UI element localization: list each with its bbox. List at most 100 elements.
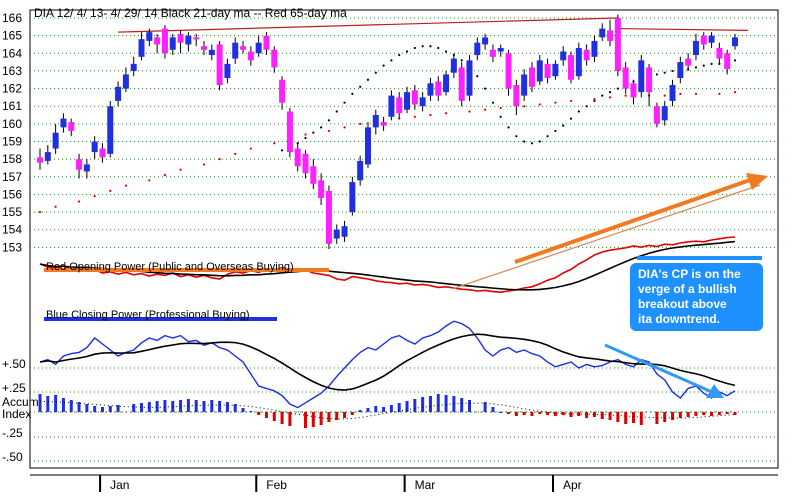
accum-bar-negative bbox=[725, 412, 729, 414]
candle-up bbox=[419, 97, 426, 107]
accum-bar-negative bbox=[678, 412, 682, 418]
candle-down bbox=[489, 49, 496, 57]
accum-bar-positive bbox=[155, 401, 159, 412]
ma65-point bbox=[499, 106, 502, 110]
ma21-point bbox=[359, 85, 362, 88]
candle-down bbox=[177, 33, 184, 43]
ma21-point bbox=[562, 124, 565, 127]
price-tick-label: 164 bbox=[2, 46, 22, 60]
x-tick-labels: Jan Feb Mar Apr bbox=[30, 474, 778, 492]
accum-bar-negative bbox=[569, 412, 573, 417]
indicator-tick-label: -.25 bbox=[2, 426, 23, 440]
candle-up bbox=[466, 60, 473, 96]
accum-bar-positive bbox=[374, 406, 378, 412]
x-tick-label: Mar bbox=[415, 478, 436, 492]
accum-bar-negative bbox=[350, 412, 354, 415]
ma65-point bbox=[538, 103, 541, 106]
resistance-line bbox=[118, 17, 618, 33]
ma21-point bbox=[710, 62, 713, 65]
candle-up bbox=[521, 74, 528, 96]
accum-bar-positive bbox=[436, 394, 440, 412]
annotation-line: breakout above bbox=[638, 297, 727, 311]
accum-bar-negative bbox=[702, 412, 706, 415]
accum-bar-positive bbox=[140, 403, 144, 412]
accum-bar-positive bbox=[249, 411, 253, 412]
candle-up bbox=[677, 62, 684, 78]
ma21-point bbox=[655, 73, 659, 76]
price-tick-label: 160 bbox=[2, 117, 22, 131]
candle-up bbox=[497, 47, 504, 52]
accum-bar-positive bbox=[194, 400, 198, 412]
ma65-point bbox=[77, 200, 81, 203]
indicator-tick-label: +.25 bbox=[2, 381, 26, 395]
accum-bar-positive bbox=[225, 402, 229, 412]
accum-bar-positive bbox=[405, 401, 409, 412]
closing-power-line bbox=[39, 320, 736, 409]
candle-up bbox=[52, 132, 59, 149]
candle-down bbox=[568, 55, 575, 80]
candle-down bbox=[99, 148, 106, 158]
ma65-point bbox=[304, 133, 307, 136]
candle-down bbox=[247, 51, 254, 61]
accum-bar-positive bbox=[467, 400, 471, 412]
opening-power-ma bbox=[39, 240, 736, 291]
ma21-point bbox=[694, 66, 698, 69]
ma21-point bbox=[538, 140, 541, 143]
candle-down bbox=[193, 37, 200, 40]
closing-power-panel bbox=[39, 320, 736, 409]
op-label-underline bbox=[44, 268, 329, 272]
ma21-point bbox=[530, 142, 534, 145]
trend-line-thin bbox=[451, 184, 761, 290]
accum-bar-negative bbox=[592, 412, 596, 417]
moving-averages bbox=[38, 45, 737, 214]
accum-bar-negative bbox=[530, 412, 534, 416]
accum-bar-positive bbox=[69, 400, 73, 412]
accum-bar-negative bbox=[514, 412, 518, 416]
ma65-point bbox=[523, 105, 526, 108]
candle-up bbox=[91, 141, 98, 153]
accum-bar-positive bbox=[147, 402, 151, 412]
candle-up bbox=[404, 92, 411, 110]
price-tick-label: 158 bbox=[2, 152, 22, 166]
accum-bar-negative bbox=[272, 412, 276, 421]
candle-up bbox=[122, 74, 129, 89]
ma21-point bbox=[335, 110, 338, 113]
ma21-point bbox=[608, 91, 612, 94]
candle-up bbox=[443, 74, 450, 93]
accum-bar-negative bbox=[522, 412, 526, 415]
price-tick-label: 153 bbox=[2, 240, 22, 254]
candle-down bbox=[310, 166, 317, 184]
candle-down bbox=[294, 148, 301, 167]
accum-bar-negative bbox=[710, 412, 714, 416]
candle-down bbox=[240, 46, 247, 50]
candle-down bbox=[528, 67, 535, 87]
accum-bar-negative bbox=[546, 412, 550, 415]
accum-bar-negative bbox=[319, 412, 323, 425]
candle-up bbox=[115, 86, 122, 101]
candle-up bbox=[185, 35, 192, 45]
candle-up bbox=[146, 32, 153, 41]
candle-up bbox=[357, 160, 364, 181]
candle-up bbox=[552, 63, 559, 77]
candles bbox=[37, 14, 738, 250]
ma21-point bbox=[366, 78, 370, 81]
accum-bar-negative bbox=[288, 412, 292, 426]
candle-down bbox=[630, 83, 637, 98]
candle-down bbox=[271, 49, 278, 68]
candle-down bbox=[263, 35, 270, 50]
ma21-point bbox=[374, 71, 377, 74]
candle-up bbox=[450, 58, 457, 73]
accum-bar-positive bbox=[358, 410, 362, 412]
price-tick-label: 161 bbox=[2, 99, 22, 113]
closing-power-ma bbox=[39, 333, 736, 391]
accum-bar-positive bbox=[202, 401, 206, 412]
accum-bar-negative bbox=[585, 412, 589, 418]
candle-up bbox=[364, 127, 371, 165]
candle-down bbox=[435, 81, 442, 96]
candle-down bbox=[622, 67, 629, 89]
ma21-point bbox=[733, 59, 737, 62]
candle-down bbox=[200, 46, 207, 50]
ma65-point bbox=[429, 113, 432, 117]
ma65-point bbox=[202, 163, 206, 166]
candle-down bbox=[513, 85, 520, 107]
